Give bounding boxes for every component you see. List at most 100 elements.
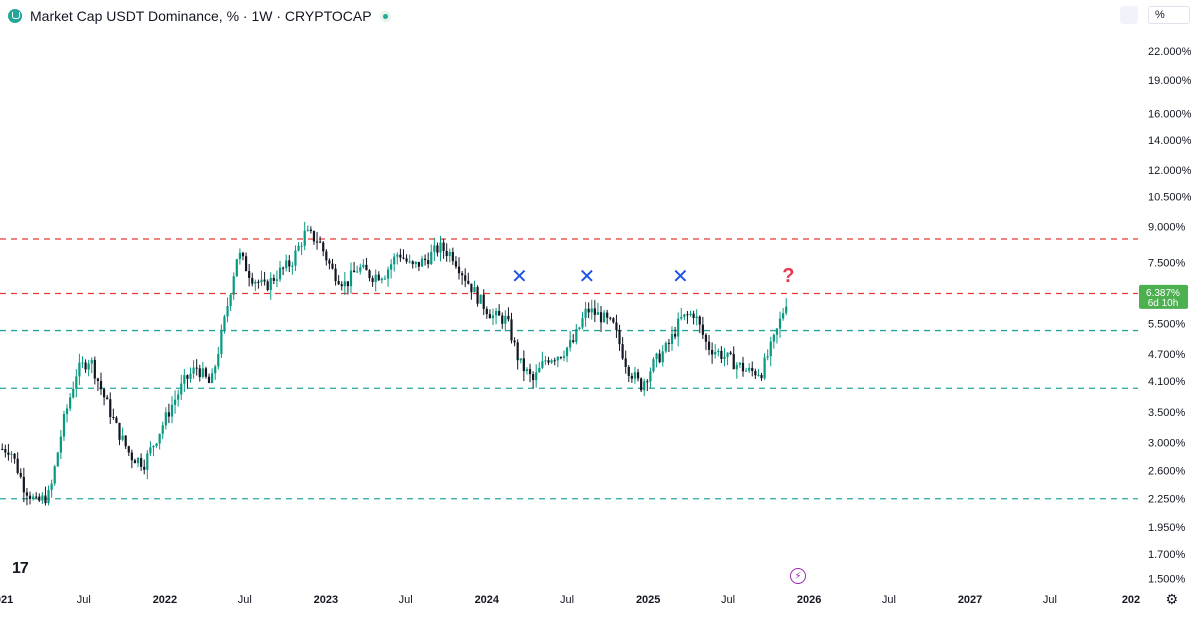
candle-body [744,370,748,372]
candle-body [454,261,458,267]
candle-body [96,378,100,381]
candle-body [53,466,56,484]
x-tick-label: Jul [1043,594,1057,606]
candle-body [294,250,297,266]
candle-body [507,315,510,320]
candle-body [785,306,788,314]
tradingview-logo-icon[interactable]: 17 [12,560,29,577]
candle-body [427,260,430,265]
candle-body [738,362,742,365]
candle-body [328,260,331,264]
candle-body [158,433,161,444]
candle-body [50,483,53,491]
candle-body [170,404,174,417]
candle-body [322,242,325,252]
candle-body [10,453,13,455]
candle-body [47,490,50,504]
candle-body [445,250,448,257]
candle-body [569,340,572,348]
candle-body [173,399,177,405]
candle-body [522,358,525,372]
candle-body [1,448,4,450]
candle-body [201,368,204,377]
x-tick-label: 021 [0,594,13,606]
candle-body [84,362,87,370]
candle-body [118,422,121,440]
candle-body [528,369,532,375]
candle-body [337,281,340,285]
candle-body [485,308,488,315]
candle-body [198,368,201,377]
bar-countdown: 6d 10h [1148,298,1179,309]
candle-body [695,316,698,319]
candle-body [491,315,495,319]
candle-body [482,294,485,309]
candle-body [683,314,686,317]
chart-annotation: ? [782,265,794,287]
candle-body [420,258,424,267]
candle-body [334,268,337,282]
candle-body [81,362,84,364]
x-tick-label: Jul [560,594,574,606]
y-tick-label: 2.600% [1148,465,1186,477]
candle-body [436,245,439,253]
candle-body [223,316,226,331]
candle-body [735,364,738,370]
candle-body [430,251,433,265]
restore-icon[interactable] [1120,6,1138,24]
candle-body [78,362,81,377]
candle-body [476,287,479,304]
candle-body [433,245,436,252]
candle-body [692,313,695,319]
candle-body [457,266,461,274]
chart-title[interactable]: Market Cap USDT Dominance, % · 1W · CRYP… [30,8,372,24]
last-price-tag [1139,284,1188,309]
candle-body [442,242,445,251]
candle-body [343,281,346,287]
y-tick-label: 16.000% [1148,109,1192,121]
candle-body [136,458,140,464]
candle-body [109,399,112,417]
candle-body [217,354,220,367]
candle-body [189,373,192,379]
unit-selector[interactable]: % [1148,6,1190,24]
candle-body [207,376,211,384]
candle-body [658,353,661,363]
lightning-icon[interactable]: ⚡ [790,568,806,584]
gear-icon[interactable]: ⚙ [1165,591,1178,607]
candle-body [371,278,374,282]
candle-body [408,261,411,263]
tether-icon[interactable] [8,9,22,23]
candle-body [177,394,180,400]
candle-body [535,372,538,381]
candle-body [309,229,312,231]
candle-body [232,276,235,295]
candle-body [726,352,729,357]
candle-body [25,492,29,496]
candle-body [760,374,763,379]
candle-body [241,252,245,257]
candle-body [525,369,529,372]
candle-body [143,466,146,470]
y-tick-label: 2.250% [1148,494,1186,506]
candle-body [581,318,584,328]
market-status-icon[interactable] [379,10,391,22]
candle-body [275,279,279,281]
candle-body [315,241,319,243]
candle-body [99,380,103,390]
candle-body [612,318,615,323]
candle-body [627,366,630,376]
candle-body [402,257,405,259]
candle-body [732,353,735,370]
y-tick-label: 19.000% [1148,75,1192,87]
candle-body [35,496,38,498]
y-tick-label: 5.500% [1148,318,1186,330]
candle-body [331,263,334,269]
candle-body [248,271,251,278]
y-tick-label: 4.700% [1148,349,1186,361]
candle-body [714,352,717,355]
candle-body [102,389,106,398]
candle-body [754,370,757,376]
